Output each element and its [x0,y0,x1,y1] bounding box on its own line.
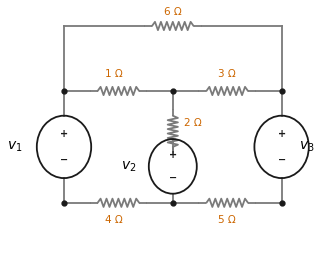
Text: $\mathit{v}_2$: $\mathit{v}_2$ [121,159,136,174]
Text: −: − [169,173,177,183]
Text: 3 Ω: 3 Ω [218,69,236,79]
Text: $\mathit{v}_1$: $\mathit{v}_1$ [7,140,22,154]
Text: 5 Ω: 5 Ω [218,215,236,225]
Text: 6 Ω: 6 Ω [164,7,182,17]
Text: +: + [60,129,68,139]
Text: +: + [169,150,177,160]
Text: −: − [277,155,286,165]
Text: 1 Ω: 1 Ω [105,69,123,79]
Text: +: + [277,129,286,139]
Text: $\mathit{v}_3$: $\mathit{v}_3$ [300,140,315,154]
Text: 4 Ω: 4 Ω [105,215,123,225]
Text: 2 Ω: 2 Ω [184,119,202,128]
Text: −: − [60,155,68,165]
